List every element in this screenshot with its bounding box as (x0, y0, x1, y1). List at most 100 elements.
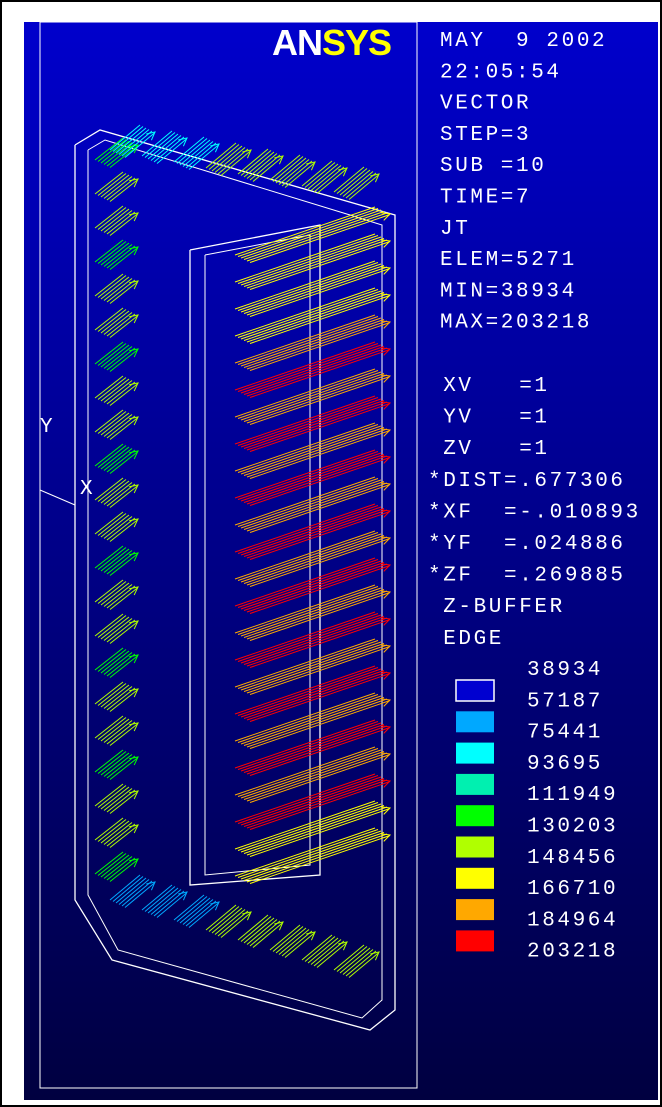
arrow-shaft (234, 314, 376, 364)
arrow-shaft (278, 159, 310, 185)
arrow-shaft (217, 910, 249, 937)
arrow-shaft (109, 587, 139, 610)
legend-swatch (456, 742, 494, 764)
arrow-shaft (97, 411, 127, 434)
arrow-shaft (348, 952, 380, 978)
model-outline (87, 139, 383, 1019)
arrow-shaft (109, 124, 141, 151)
vector-arrow (109, 124, 156, 158)
vector-arrow (234, 827, 392, 884)
arrow-shaft (103, 278, 133, 301)
arrow-shaft (240, 641, 382, 691)
arrow-shaft (182, 899, 214, 925)
arrow-shaft (234, 503, 376, 553)
arrow-shaft (205, 142, 237, 169)
vector-arrow (234, 530, 392, 587)
vector-arrow (94, 375, 139, 406)
arrow-shaft (144, 886, 176, 912)
arrow-head (146, 131, 156, 141)
arrow-shaft (188, 144, 220, 170)
arrow-shaft (182, 141, 214, 167)
arrow-shaft (237, 694, 379, 743)
arrow-shaft (234, 287, 376, 337)
model (39, 124, 396, 1031)
arrow-head (381, 536, 392, 545)
arrow-shaft (240, 263, 382, 313)
arrow-shaft (211, 907, 243, 934)
vector-arrow (301, 934, 348, 968)
arrow-head (381, 671, 392, 680)
arrow-shaft (100, 208, 130, 232)
arrow-shaft (156, 892, 188, 918)
vector-arrow (234, 746, 392, 803)
arrow-shaft (106, 177, 136, 201)
arrow-head (129, 756, 139, 766)
vector-arrow (234, 503, 392, 560)
arrow-shaft (243, 697, 385, 746)
arrow-shaft (234, 827, 376, 877)
arrow-shaft (243, 292, 385, 341)
arrow-shaft (100, 344, 130, 368)
arrow-shaft (272, 926, 304, 952)
vector-arrow (269, 924, 316, 958)
arrow-shaft (94, 783, 124, 807)
arrow-shaft (234, 557, 376, 607)
arrow-head (129, 144, 139, 154)
arrow-shaft (240, 209, 382, 259)
arrow-shaft (124, 882, 156, 908)
arrow-shaft (246, 347, 388, 397)
arrow-shaft (94, 681, 124, 705)
arrow-shaft (141, 130, 173, 157)
arrow-shaft (272, 156, 304, 182)
arrow-shaft (109, 519, 139, 542)
arrow-shaft (103, 312, 133, 335)
arrow-shaft (243, 643, 385, 692)
arrow-shaft (269, 924, 301, 951)
arrow-head (381, 833, 392, 842)
vector-arrow (234, 341, 392, 398)
arrow-shaft (103, 584, 133, 607)
arrow-shaft (100, 684, 130, 708)
arrow-shaft (234, 692, 376, 742)
arrow-shaft (106, 789, 136, 813)
arrow-head (381, 401, 392, 410)
arrow-shaft (246, 752, 388, 802)
arrow-shaft (106, 585, 136, 609)
arrow-shaft (214, 147, 246, 173)
arrow-shaft (106, 313, 136, 337)
arrow-shaft (243, 265, 385, 314)
arrow-shaft (246, 563, 388, 613)
arrow-shaft (246, 536, 388, 586)
vector-arrow (141, 130, 188, 164)
vector-arrow (234, 206, 392, 263)
arrow-shaft (269, 154, 301, 181)
arrow-shaft (106, 721, 136, 745)
arrow-shaft (237, 802, 379, 851)
arrow-shaft (243, 346, 385, 395)
arrow-head (381, 779, 392, 788)
arrow-shaft (97, 377, 127, 400)
arrow-shaft (100, 650, 130, 674)
vector-arrow (234, 287, 392, 344)
vector-arrow (234, 476, 392, 533)
arrow-shaft (240, 344, 382, 394)
arrow-shaft (240, 452, 382, 502)
arrow-shaft (109, 417, 139, 440)
arrow-shaft (94, 375, 124, 399)
arrow-shaft (249, 349, 391, 398)
arrow-shaft (249, 835, 391, 884)
arrow-shaft (240, 290, 382, 340)
arrow-shaft (94, 851, 124, 875)
arrow-head (129, 722, 139, 732)
arrow-shaft (246, 509, 388, 559)
arrow-shaft (243, 481, 385, 530)
arrow-head (274, 155, 284, 165)
arrow-shaft (103, 652, 133, 675)
arrow-shaft (94, 579, 124, 603)
arrow-shaft (94, 273, 124, 297)
arrow-shaft (249, 322, 391, 371)
arrow-shaft (240, 506, 382, 556)
arrow-shaft (243, 616, 385, 665)
arrow-shaft (234, 746, 376, 796)
arrow-head (370, 173, 380, 183)
